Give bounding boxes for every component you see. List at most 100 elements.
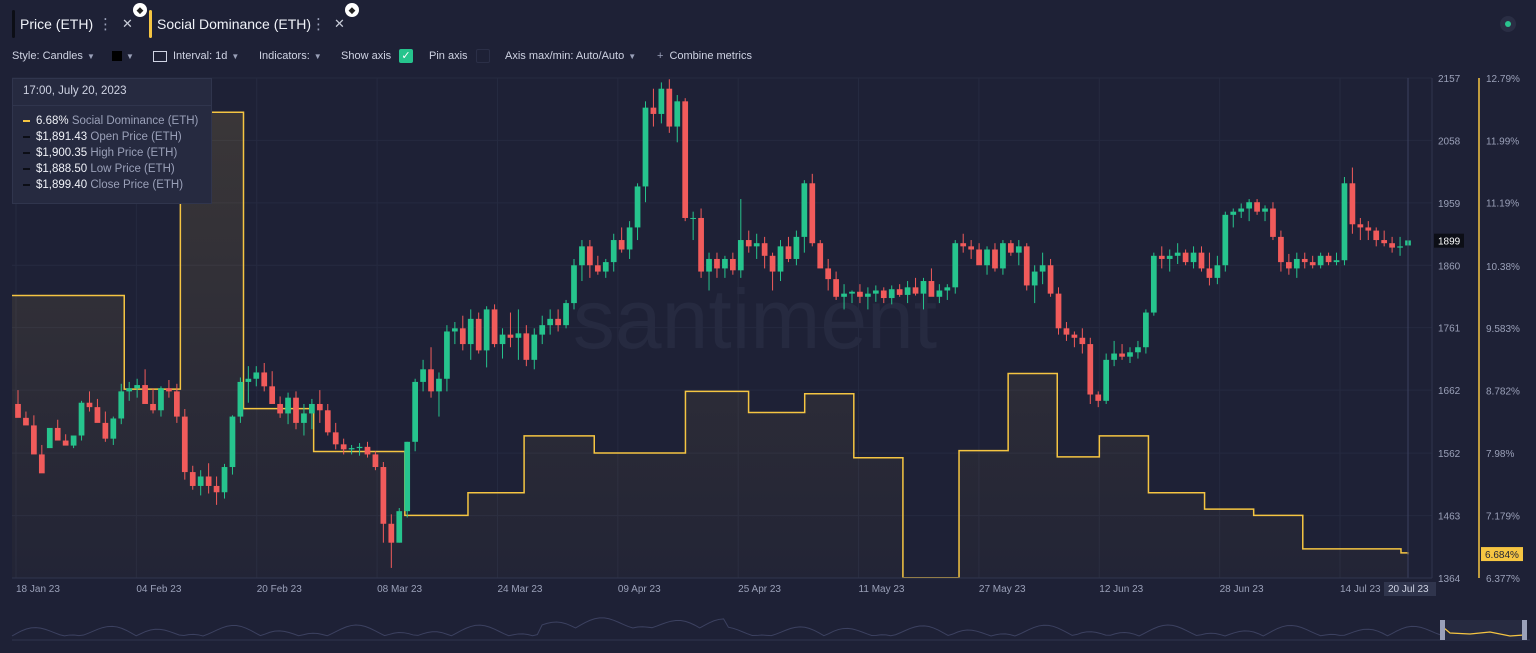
navigator-minimap[interactable] — [11, 617, 1530, 641]
candle — [1103, 353, 1110, 404]
indicators-dropdown[interactable]: Indicators: ▼ — [259, 50, 322, 62]
tooltip-row-high: $1,900.35 High Price (ETH) — [23, 147, 177, 159]
candle — [984, 246, 990, 275]
candle — [1285, 253, 1292, 275]
candle — [610, 233, 617, 272]
candle-body — [1206, 268, 1213, 278]
candle — [936, 284, 943, 304]
candle-body — [936, 290, 943, 297]
candle — [332, 422, 339, 450]
candle-body — [1055, 293, 1062, 329]
candle — [1278, 230, 1284, 272]
date-tick-label: 04 Feb 23 — [136, 584, 181, 595]
candle-body — [78, 402, 85, 436]
candle-body — [1285, 262, 1292, 269]
candle — [841, 284, 847, 310]
close-icon[interactable]: ✕ — [122, 16, 133, 31]
candle — [682, 98, 689, 222]
candle-body — [253, 372, 260, 379]
tooltip-value: $1,899.40 — [36, 179, 88, 191]
candle — [126, 381, 133, 401]
candle-body — [483, 309, 490, 351]
candle-body — [515, 333, 522, 338]
candle-body — [904, 287, 911, 295]
tab-price-eth[interactable]: Price (ETH) ⋮ ✕ ◆ — [12, 3, 147, 38]
tab-social-dominance-eth[interactable]: Social Dominance (ETH) ⋮ ✕ ◆ — [149, 3, 359, 38]
color-picker[interactable]: ▼ — [112, 50, 134, 62]
candle-body — [467, 318, 474, 345]
candle-body — [332, 432, 339, 445]
tooltip-date: 17:00, July 20, 2023 — [23, 85, 127, 97]
candle — [658, 82, 665, 124]
interval-dropdown[interactable]: Interval: 1d ▼ — [153, 50, 239, 62]
candle-body — [952, 243, 959, 288]
candle — [15, 390, 21, 418]
style-dropdown[interactable]: Style: Candles ▼ — [12, 50, 95, 62]
price-tick-label: 2058 — [1438, 136, 1461, 147]
kebab-menu-icon[interactable]: ⋮ — [98, 16, 113, 33]
current-price-label: 1899 — [1438, 237, 1461, 248]
date-tick-label: 14 Jul 23 — [1340, 584, 1381, 595]
candle-body — [491, 309, 498, 345]
candle — [78, 400, 85, 441]
candle-body — [1023, 246, 1030, 286]
candle — [396, 508, 403, 543]
candle-body — [801, 183, 808, 237]
candle — [690, 211, 697, 241]
candle-body — [1357, 224, 1364, 228]
candle-body — [976, 249, 982, 266]
price-tick-label: 2157 — [1438, 74, 1461, 85]
candle — [1262, 205, 1268, 222]
combine-metrics-button[interactable]: + Combine metrics — [657, 50, 752, 62]
candle — [205, 463, 212, 494]
navigator-selection[interactable] — [1442, 620, 1526, 640]
kebab-menu-icon[interactable]: ⋮ — [311, 16, 326, 33]
series-color-dash — [23, 183, 30, 186]
candle-body — [1381, 240, 1388, 244]
candle-body — [142, 385, 148, 404]
candle — [849, 290, 855, 304]
candle — [650, 88, 657, 127]
candle-body — [507, 334, 514, 338]
live-status-icon[interactable] — [1500, 16, 1516, 32]
candle — [237, 377, 244, 423]
chevron-down-icon: ▼ — [313, 52, 322, 61]
candle-body — [372, 454, 379, 468]
candle-body — [459, 328, 466, 345]
candle — [70, 435, 77, 449]
candle-body — [1015, 246, 1022, 253]
price-tick-label: 1662 — [1438, 386, 1461, 397]
candle-body — [348, 448, 355, 450]
candle-body — [166, 388, 172, 392]
pin-axis-checkbox[interactable] — [476, 49, 490, 63]
candle-body — [444, 331, 450, 379]
axis-maxmin-dropdown[interactable]: Axis max/min: Auto/Auto ▼ — [505, 50, 636, 62]
candle-body — [857, 291, 863, 297]
candle — [1230, 208, 1237, 228]
candle-body — [817, 243, 824, 269]
candle — [372, 451, 379, 471]
candle-body — [1397, 246, 1403, 248]
navigator-handle-right[interactable] — [1522, 620, 1527, 640]
candle-body — [1270, 208, 1276, 237]
candle — [698, 208, 704, 278]
candle-body — [888, 289, 895, 299]
candle-body — [1214, 265, 1221, 278]
candle-body — [634, 186, 641, 228]
candle — [348, 444, 355, 455]
candle — [1254, 199, 1260, 215]
santiment-watermark: santiment — [573, 272, 937, 366]
candle-body — [960, 243, 967, 247]
close-icon[interactable]: ✕ — [334, 16, 345, 31]
candle-body — [1000, 243, 1006, 269]
candle-body — [181, 416, 188, 473]
candle — [706, 252, 712, 291]
show-axis-checkbox[interactable]: ✓ — [399, 49, 413, 63]
candle-body — [1309, 262, 1316, 266]
candle-body — [1039, 265, 1046, 272]
navigator-handle-left[interactable] — [1440, 620, 1445, 640]
candle — [277, 396, 283, 418]
candle-body — [70, 435, 77, 446]
candle-body — [666, 88, 673, 127]
